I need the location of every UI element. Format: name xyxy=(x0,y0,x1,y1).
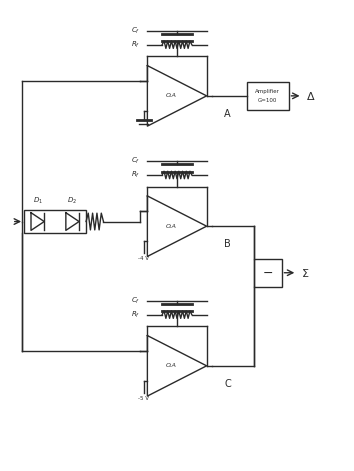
Text: $C_f$: $C_f$ xyxy=(131,156,141,166)
Text: $R_f$: $R_f$ xyxy=(131,40,141,50)
Text: $D_2$: $D_2$ xyxy=(68,195,78,206)
Text: O.A: O.A xyxy=(166,363,177,368)
Text: A: A xyxy=(224,109,231,119)
Text: $\Delta$: $\Delta$ xyxy=(306,90,315,102)
Bar xyxy=(254,259,281,287)
Text: $R_f$: $R_f$ xyxy=(131,309,141,320)
Text: B: B xyxy=(224,239,231,249)
Text: $\Sigma$: $\Sigma$ xyxy=(301,267,309,279)
Text: $C_f$: $C_f$ xyxy=(131,296,141,306)
Text: $R_f$: $R_f$ xyxy=(131,170,141,180)
Text: Amplifier: Amplifier xyxy=(255,89,280,94)
Text: O.A: O.A xyxy=(166,224,177,229)
Text: C: C xyxy=(224,379,231,389)
Text: $-$: $-$ xyxy=(262,266,273,279)
Text: $C_f$: $C_f$ xyxy=(131,25,141,36)
Bar xyxy=(24,211,86,233)
Text: $D_1$: $D_1$ xyxy=(33,195,42,206)
Bar xyxy=(247,82,289,110)
Text: -5 V: -5 V xyxy=(138,396,149,401)
Text: G=100: G=100 xyxy=(258,98,277,103)
Text: O.A: O.A xyxy=(166,93,177,98)
Text: -4 V: -4 V xyxy=(138,256,149,261)
